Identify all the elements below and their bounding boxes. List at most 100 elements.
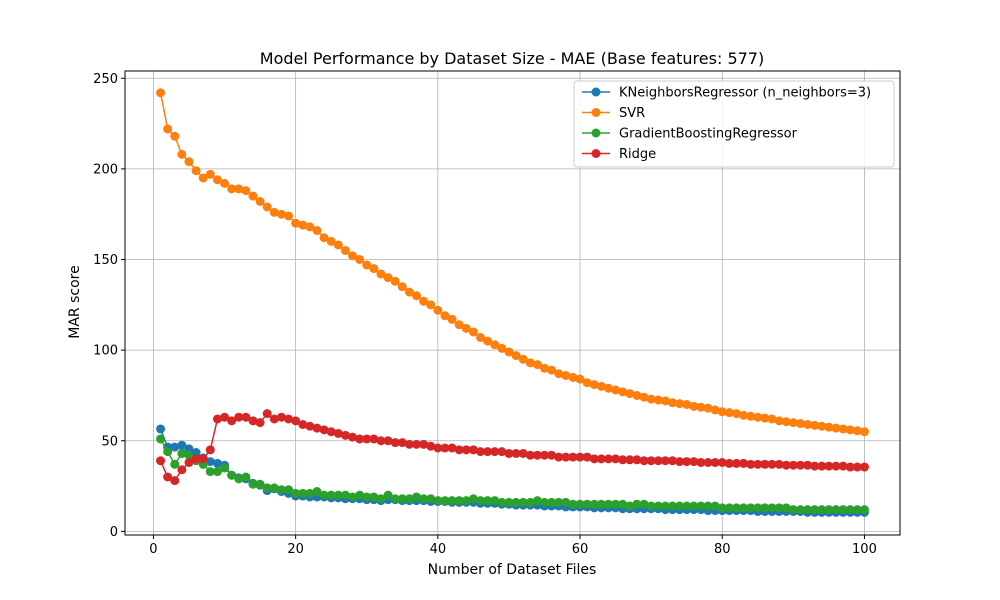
- data-point: [369, 492, 379, 502]
- data-point: [596, 454, 606, 464]
- data-point: [810, 420, 820, 430]
- data-point: [319, 490, 329, 500]
- series-layer: [156, 88, 869, 517]
- legend-marker: [591, 149, 601, 158]
- data-point: [639, 392, 649, 402]
- data-point: [468, 445, 478, 455]
- data-point: [376, 436, 386, 446]
- data-point: [731, 503, 741, 513]
- data-point: [483, 336, 493, 346]
- data-point: [767, 414, 777, 424]
- data-point: [611, 385, 621, 395]
- data-point: [447, 443, 457, 453]
- data-point: [156, 434, 166, 444]
- data-point: [739, 410, 749, 420]
- data-point: [248, 191, 258, 201]
- data-point: [746, 411, 756, 421]
- data-point: [803, 505, 813, 515]
- data-point: [710, 458, 720, 467]
- data-point: [262, 409, 272, 419]
- data-point: [426, 494, 436, 504]
- data-point: [689, 457, 699, 467]
- data-point: [170, 476, 180, 486]
- data-point: [767, 459, 777, 469]
- data-point: [476, 496, 486, 506]
- data-point: [234, 412, 244, 422]
- data-point: [575, 499, 585, 509]
- data-point: [831, 505, 841, 515]
- x-axis-title: Number of Dataset Files: [428, 562, 597, 578]
- data-point: [845, 505, 855, 515]
- data-point: [646, 394, 656, 404]
- data-point: [177, 448, 187, 458]
- data-point: [824, 422, 834, 432]
- data-point: [554, 452, 564, 462]
- data-point: [156, 88, 166, 98]
- data-point: [390, 438, 400, 448]
- data-point: [603, 454, 613, 464]
- data-point: [710, 501, 720, 511]
- y-axis-title: MAR score: [67, 265, 83, 338]
- data-point: [170, 442, 180, 452]
- data-point: [547, 497, 557, 507]
- data-point: [269, 207, 279, 217]
- legend-box: [573, 80, 895, 168]
- data-point: [511, 448, 521, 458]
- data-point: [284, 414, 294, 424]
- data-point: [838, 461, 848, 471]
- data-point: [433, 443, 443, 453]
- legend-label: SVR: [619, 106, 645, 121]
- data-point: [575, 374, 585, 384]
- data-point: [753, 503, 763, 513]
- data-point: [731, 458, 741, 468]
- data-point: [198, 454, 208, 464]
- data-point: [667, 398, 677, 408]
- data-point: [639, 456, 649, 466]
- data-point: [248, 416, 258, 426]
- data-point: [511, 497, 521, 507]
- data-point: [774, 416, 784, 426]
- data-point: [284, 211, 294, 221]
- data-point: [255, 197, 265, 206]
- data-point: [447, 314, 457, 324]
- data-point: [660, 501, 670, 511]
- y-tick-label: 200: [93, 162, 118, 177]
- data-point: [205, 169, 215, 179]
- data-point: [447, 496, 457, 506]
- data-point: [603, 383, 613, 393]
- data-point: [412, 439, 422, 449]
- data-point: [298, 220, 308, 230]
- data-point: [596, 381, 606, 391]
- data-point: [490, 340, 500, 350]
- data-point: [184, 157, 194, 167]
- data-point: [753, 412, 763, 422]
- data-point: [170, 459, 180, 469]
- data-point: [184, 450, 194, 460]
- data-point: [696, 501, 706, 511]
- data-point: [824, 505, 834, 515]
- data-point: [739, 503, 749, 513]
- data-point: [660, 396, 670, 406]
- axis-ticks: 0 20 40 60 80 100 0 50 100 150 200 250: [93, 72, 877, 557]
- data-point: [717, 407, 727, 417]
- data-point: [618, 499, 628, 509]
- legend-label: GradientBoostingRegressor: [619, 127, 798, 142]
- legend-marker: [591, 108, 601, 117]
- data-point: [305, 222, 315, 232]
- data-point: [234, 474, 244, 484]
- data-point: [163, 124, 173, 134]
- data-point: [845, 425, 855, 435]
- data-point: [625, 455, 635, 465]
- data-point: [667, 456, 677, 466]
- data-point: [348, 251, 358, 261]
- data-point: [234, 184, 244, 194]
- data-point: [255, 479, 265, 489]
- data-point: [291, 218, 301, 228]
- data-point: [369, 264, 379, 274]
- data-point: [518, 354, 528, 364]
- data-point: [696, 458, 706, 467]
- data-point: [703, 501, 713, 511]
- data-point: [269, 483, 279, 493]
- data-point: [852, 505, 862, 515]
